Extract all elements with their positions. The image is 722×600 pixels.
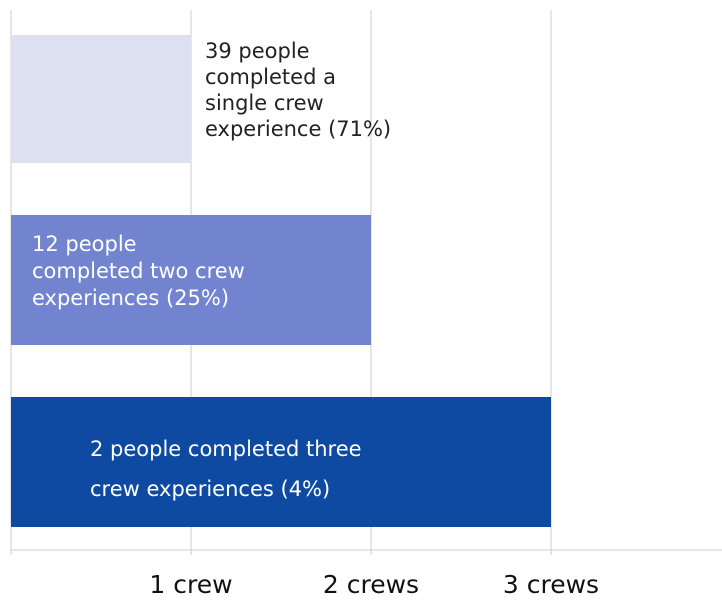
bar-label: 12 people <box>32 232 137 256</box>
bar-label: 39 people <box>205 39 310 63</box>
x-tick-label: 1 crew <box>149 570 232 599</box>
x-tick-label: 2 crews <box>323 570 419 599</box>
bar-label: single crew <box>205 91 324 115</box>
bar <box>11 35 191 163</box>
bar-label: completed two crew <box>32 259 245 283</box>
bar <box>11 215 371 345</box>
bar-label: completed a <box>205 65 336 89</box>
x-tick-label: 3 crews <box>503 570 599 599</box>
bar-label: 2 people completed three <box>90 437 362 461</box>
bar-label: crew experiences (4%) <box>90 477 330 501</box>
bar-label: experience (71%) <box>205 117 391 141</box>
bar <box>11 397 551 527</box>
bar-label: experiences (25%) <box>32 286 229 310</box>
